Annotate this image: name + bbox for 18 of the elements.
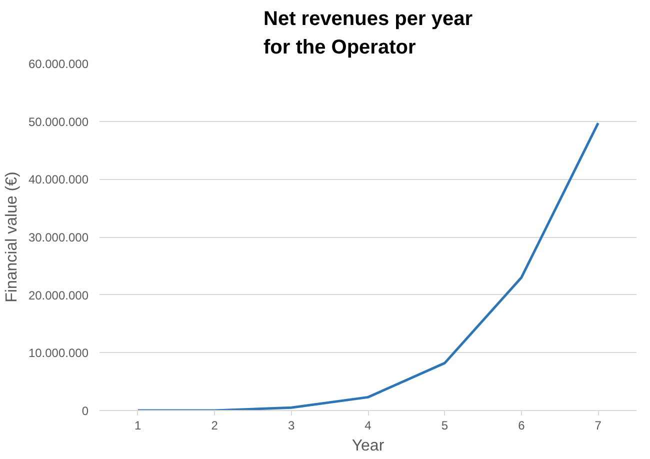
y-axis-title: Financial value (€) — [3, 172, 20, 302]
y-tick-label: 60.000.000 — [28, 57, 89, 71]
x-tick-label: 6 — [518, 418, 526, 432]
y-tick-label: 40.000.000 — [28, 172, 89, 187]
y-tick-label: 20.000.000 — [28, 288, 89, 302]
chart-title: Net revenues per year for the Operator — [264, 8, 473, 58]
y-tick-label: 0 — [82, 404, 89, 418]
y-tick-label: 30.000.000 — [28, 230, 89, 244]
x-tick-label: 1 — [134, 418, 142, 432]
x-tick-label: 5 — [441, 418, 448, 432]
y-tick-label: 50.000.000 — [28, 114, 89, 129]
x-tick-label: 2 — [211, 418, 218, 432]
y-tick-label: 10.000.000 — [28, 346, 89, 360]
x-tick-label: 7 — [594, 418, 602, 432]
x-tick-label: 4 — [364, 418, 372, 432]
x-axis-title: Year — [352, 438, 385, 454]
x-tick-label: 3 — [288, 418, 295, 432]
line-series — [136, 122, 600, 410]
